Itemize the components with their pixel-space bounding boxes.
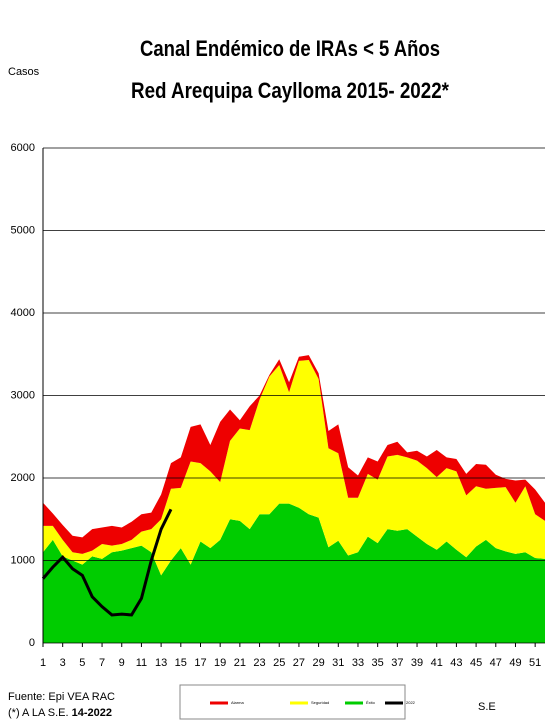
x-tick-label: 37 [391,657,403,669]
x-tick-label: 25 [273,657,285,669]
note: (*) A LA S.E. 14-2022 [8,707,112,719]
legend-label: Alarma [231,700,244,705]
chart-title: Canal Endémico de IRAs < 5 Años [140,36,440,61]
x-tick-label: 9 [119,657,125,669]
x-tick-label: 45 [470,657,482,669]
x-tick-label: 15 [175,657,187,669]
x-tick-label: 31 [332,657,344,669]
x-tick-label: 3 [60,657,66,669]
y-tick-label: 1000 [11,554,35,566]
x-tick-label: 11 [136,657,147,669]
x-tick-label: 27 [293,657,305,669]
x-tick-label: 33 [352,657,364,669]
legend-label: Seguridad [311,700,329,705]
x-tick-label: 39 [411,657,423,669]
x-tick-label: 51 [529,657,541,669]
y-tick-label: 6000 [11,142,35,154]
area-band [43,503,545,643]
x-axis-label: S.E [478,701,496,713]
x-tick-label: 5 [79,657,85,669]
x-tick-label: 13 [155,657,167,669]
chart-subtitle: Red Arequipa Caylloma 2015- 2022* [131,78,449,103]
area-band [43,355,545,554]
x-tick-label: 49 [509,657,521,669]
x-tick-label: 43 [450,657,462,669]
y-tick-label: 4000 [11,307,35,319]
legend-label: Éxito [366,700,376,705]
note-text: (*) A LA S.E. [8,707,69,719]
x-tick-label: 23 [253,657,265,669]
x-tick-label: 35 [372,657,384,669]
note-week: 14-2022 [72,707,112,719]
x-tick-label: 21 [234,657,246,669]
x-tick-label: 1 [40,657,46,669]
y-axis-label: Casos [8,66,40,78]
x-tick-label: 17 [194,657,206,669]
x-tick-label: 47 [490,657,502,669]
x-tick-label: 7 [99,657,105,669]
area-band [43,360,545,576]
y-tick-label: 2000 [11,472,35,484]
y-tick-label: 3000 [11,389,35,401]
areas [43,355,545,643]
x-tick-label: 41 [431,657,443,669]
line-2022 [41,508,173,617]
y-tick-label: 5000 [11,224,35,236]
x-tick-label: 19 [214,657,226,669]
x-tick-label: 29 [312,657,324,669]
legend-label: 2022 [406,700,416,705]
y-tick-label: 0 [29,637,35,649]
source: Fuente: Epi VEA RAC [8,691,115,703]
